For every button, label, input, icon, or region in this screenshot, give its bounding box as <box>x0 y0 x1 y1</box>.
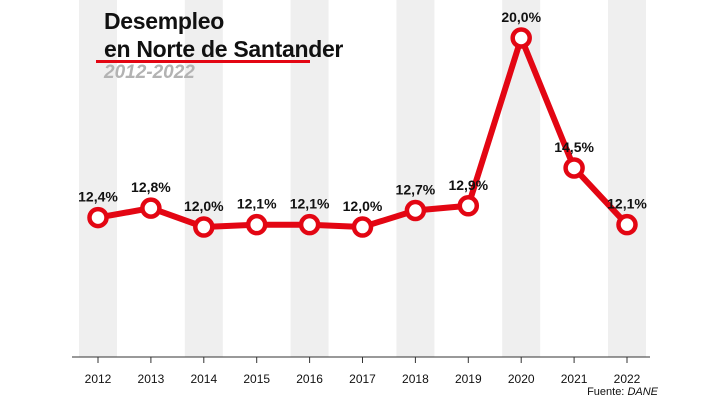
x-tick-label-2013: 2013 <box>138 372 165 386</box>
data-label-2014: 12,0% <box>184 198 224 214</box>
year-band-2020 <box>502 0 541 357</box>
data-point-2015 <box>245 213 268 236</box>
data-point-2014 <box>193 216 215 238</box>
data-label-2021: 14,5% <box>554 139 594 155</box>
year-band-2018 <box>396 0 435 357</box>
x-axis-tick-labels: 2012 2013 2014 2015 2016 2017 2018 2019 2020 2021… <box>85 372 641 386</box>
data-label-2022: 12,1% <box>607 196 647 212</box>
source-credit: Fuente: DANE <box>587 386 658 398</box>
data-point-2020 <box>510 27 532 49</box>
x-tick-label-2018: 2018 <box>402 372 429 386</box>
data-label-2012: 12,4% <box>78 189 118 205</box>
x-tick-label-2016: 2016 <box>296 372 323 386</box>
x-tick-label-2021: 2021 <box>561 372 588 386</box>
x-tick-label-2019: 2019 <box>455 372 482 386</box>
data-point-2021 <box>563 157 585 179</box>
data-label-2018: 12,7% <box>396 181 436 197</box>
source-label: Fuente: <box>587 386 625 398</box>
x-tick-label-2015: 2015 <box>243 372 270 386</box>
chart-title-line-2: en Norte de Santander <box>104 36 344 62</box>
x-tick-label-2017: 2017 <box>349 372 376 386</box>
data-label-2017: 12,0% <box>343 198 383 214</box>
chart-subtitle: 2012-2022 <box>104 62 195 83</box>
year-band-2022 <box>608 0 646 357</box>
year-band-2012 <box>79 0 117 357</box>
source-name: DANE <box>627 386 658 398</box>
data-point-2017 <box>351 216 374 238</box>
year-band-2016 <box>290 0 329 357</box>
data-label-2013: 12,8% <box>131 179 171 195</box>
data-point-2019 <box>457 195 480 217</box>
x-tick-label-2020: 2020 <box>508 372 535 386</box>
year-band-2014 <box>184 0 223 357</box>
x-tick-label-2014: 2014 <box>190 372 217 386</box>
title-underline <box>96 60 310 63</box>
data-point-markers <box>87 27 638 238</box>
data-point-2013 <box>140 197 162 219</box>
data-label-2020: 20,0% <box>501 9 541 25</box>
data-point-2022 <box>616 213 638 236</box>
alternating-year-bands <box>79 0 646 357</box>
x-axis-ticks <box>97 357 628 363</box>
data-point-2018 <box>404 199 427 222</box>
data-label-2019: 12,9% <box>448 177 488 193</box>
data-labels: 12,4% 12,8% 12,0% 12,1% 12,1% 12,0% 12,7% 12,9%… <box>78 9 647 214</box>
chart-title-line-1: Desempleo <box>104 8 225 34</box>
data-label-2015: 12,1% <box>237 196 277 212</box>
x-tick-label-2012: 2012 <box>85 372 112 386</box>
data-point-2012 <box>87 206 109 229</box>
data-label-2016: 12,1% <box>290 196 330 212</box>
x-tick-label-2022: 2022 <box>614 372 641 386</box>
data-point-2016 <box>298 213 321 236</box>
